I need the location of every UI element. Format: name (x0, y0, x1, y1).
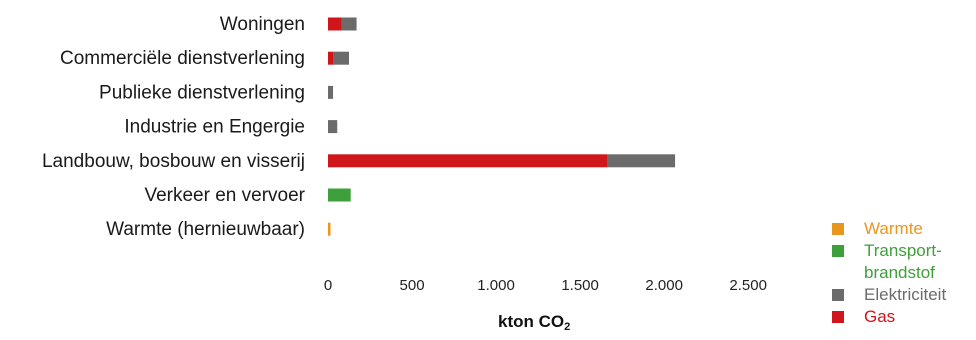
category-labels: Woningen Commerciële dienstverlening Publi… (42, 14, 306, 240)
bar-segment (328, 222, 331, 236)
x-tick-label: 2.000 (645, 277, 683, 294)
category-label: Industrie en Engergie (124, 117, 305, 138)
bar-segment (328, 85, 334, 99)
legend-label: Transport-brandstof (864, 241, 942, 282)
category-label: Woningen (220, 14, 305, 35)
legend-item: Gas (832, 306, 974, 328)
x-tick-label: 2.500 (729, 277, 767, 294)
legend-swatch (832, 289, 844, 301)
legend-label: Gas (864, 307, 896, 326)
legend-swatch (832, 245, 844, 257)
bar-segment (333, 51, 350, 65)
legend-item: Elektriciteit (832, 284, 974, 306)
bar-segment (328, 51, 334, 65)
category-label: Warmte (hernieuwbaar) (106, 219, 305, 240)
bar-segment (328, 188, 351, 202)
category-label: Landbouw, bosbouw en visserij (42, 151, 305, 172)
legend-item: Transport-brandstof (832, 240, 974, 284)
x-tick-label: 0 (324, 277, 332, 294)
legend-label: Elektriciteit (864, 285, 947, 304)
bar-segment (328, 17, 342, 31)
x-axis-label-text: kton CO (498, 312, 565, 331)
bar-segment (328, 120, 338, 134)
x-axis-ticks: 0 500 1.000 1.500 2.000 2.500 (324, 277, 767, 294)
category-label: Publieke dienstverlening (99, 82, 305, 103)
x-tick-label: 1.000 (477, 277, 515, 294)
legend: Warmte Transport-brandstof Elektriciteit Ga… (832, 218, 974, 328)
bar-segment (607, 154, 676, 168)
category-label: Commerciële dienstverlening (60, 48, 305, 69)
x-tick-label: 500 (400, 277, 425, 294)
x-tick-label: 1.500 (561, 277, 599, 294)
x-axis-label-subscript: 2 (564, 321, 571, 333)
legend-item: Warmte (832, 218, 974, 240)
legend-swatch (832, 311, 844, 323)
legend-label: Warmte (864, 219, 923, 238)
x-axis-label: kton CO2 (498, 312, 570, 333)
category-label: Verkeer en vervoer (144, 185, 305, 206)
bar-segment (328, 154, 608, 168)
bars (328, 17, 676, 236)
bar-segment (341, 17, 357, 31)
legend-swatch (832, 223, 844, 235)
